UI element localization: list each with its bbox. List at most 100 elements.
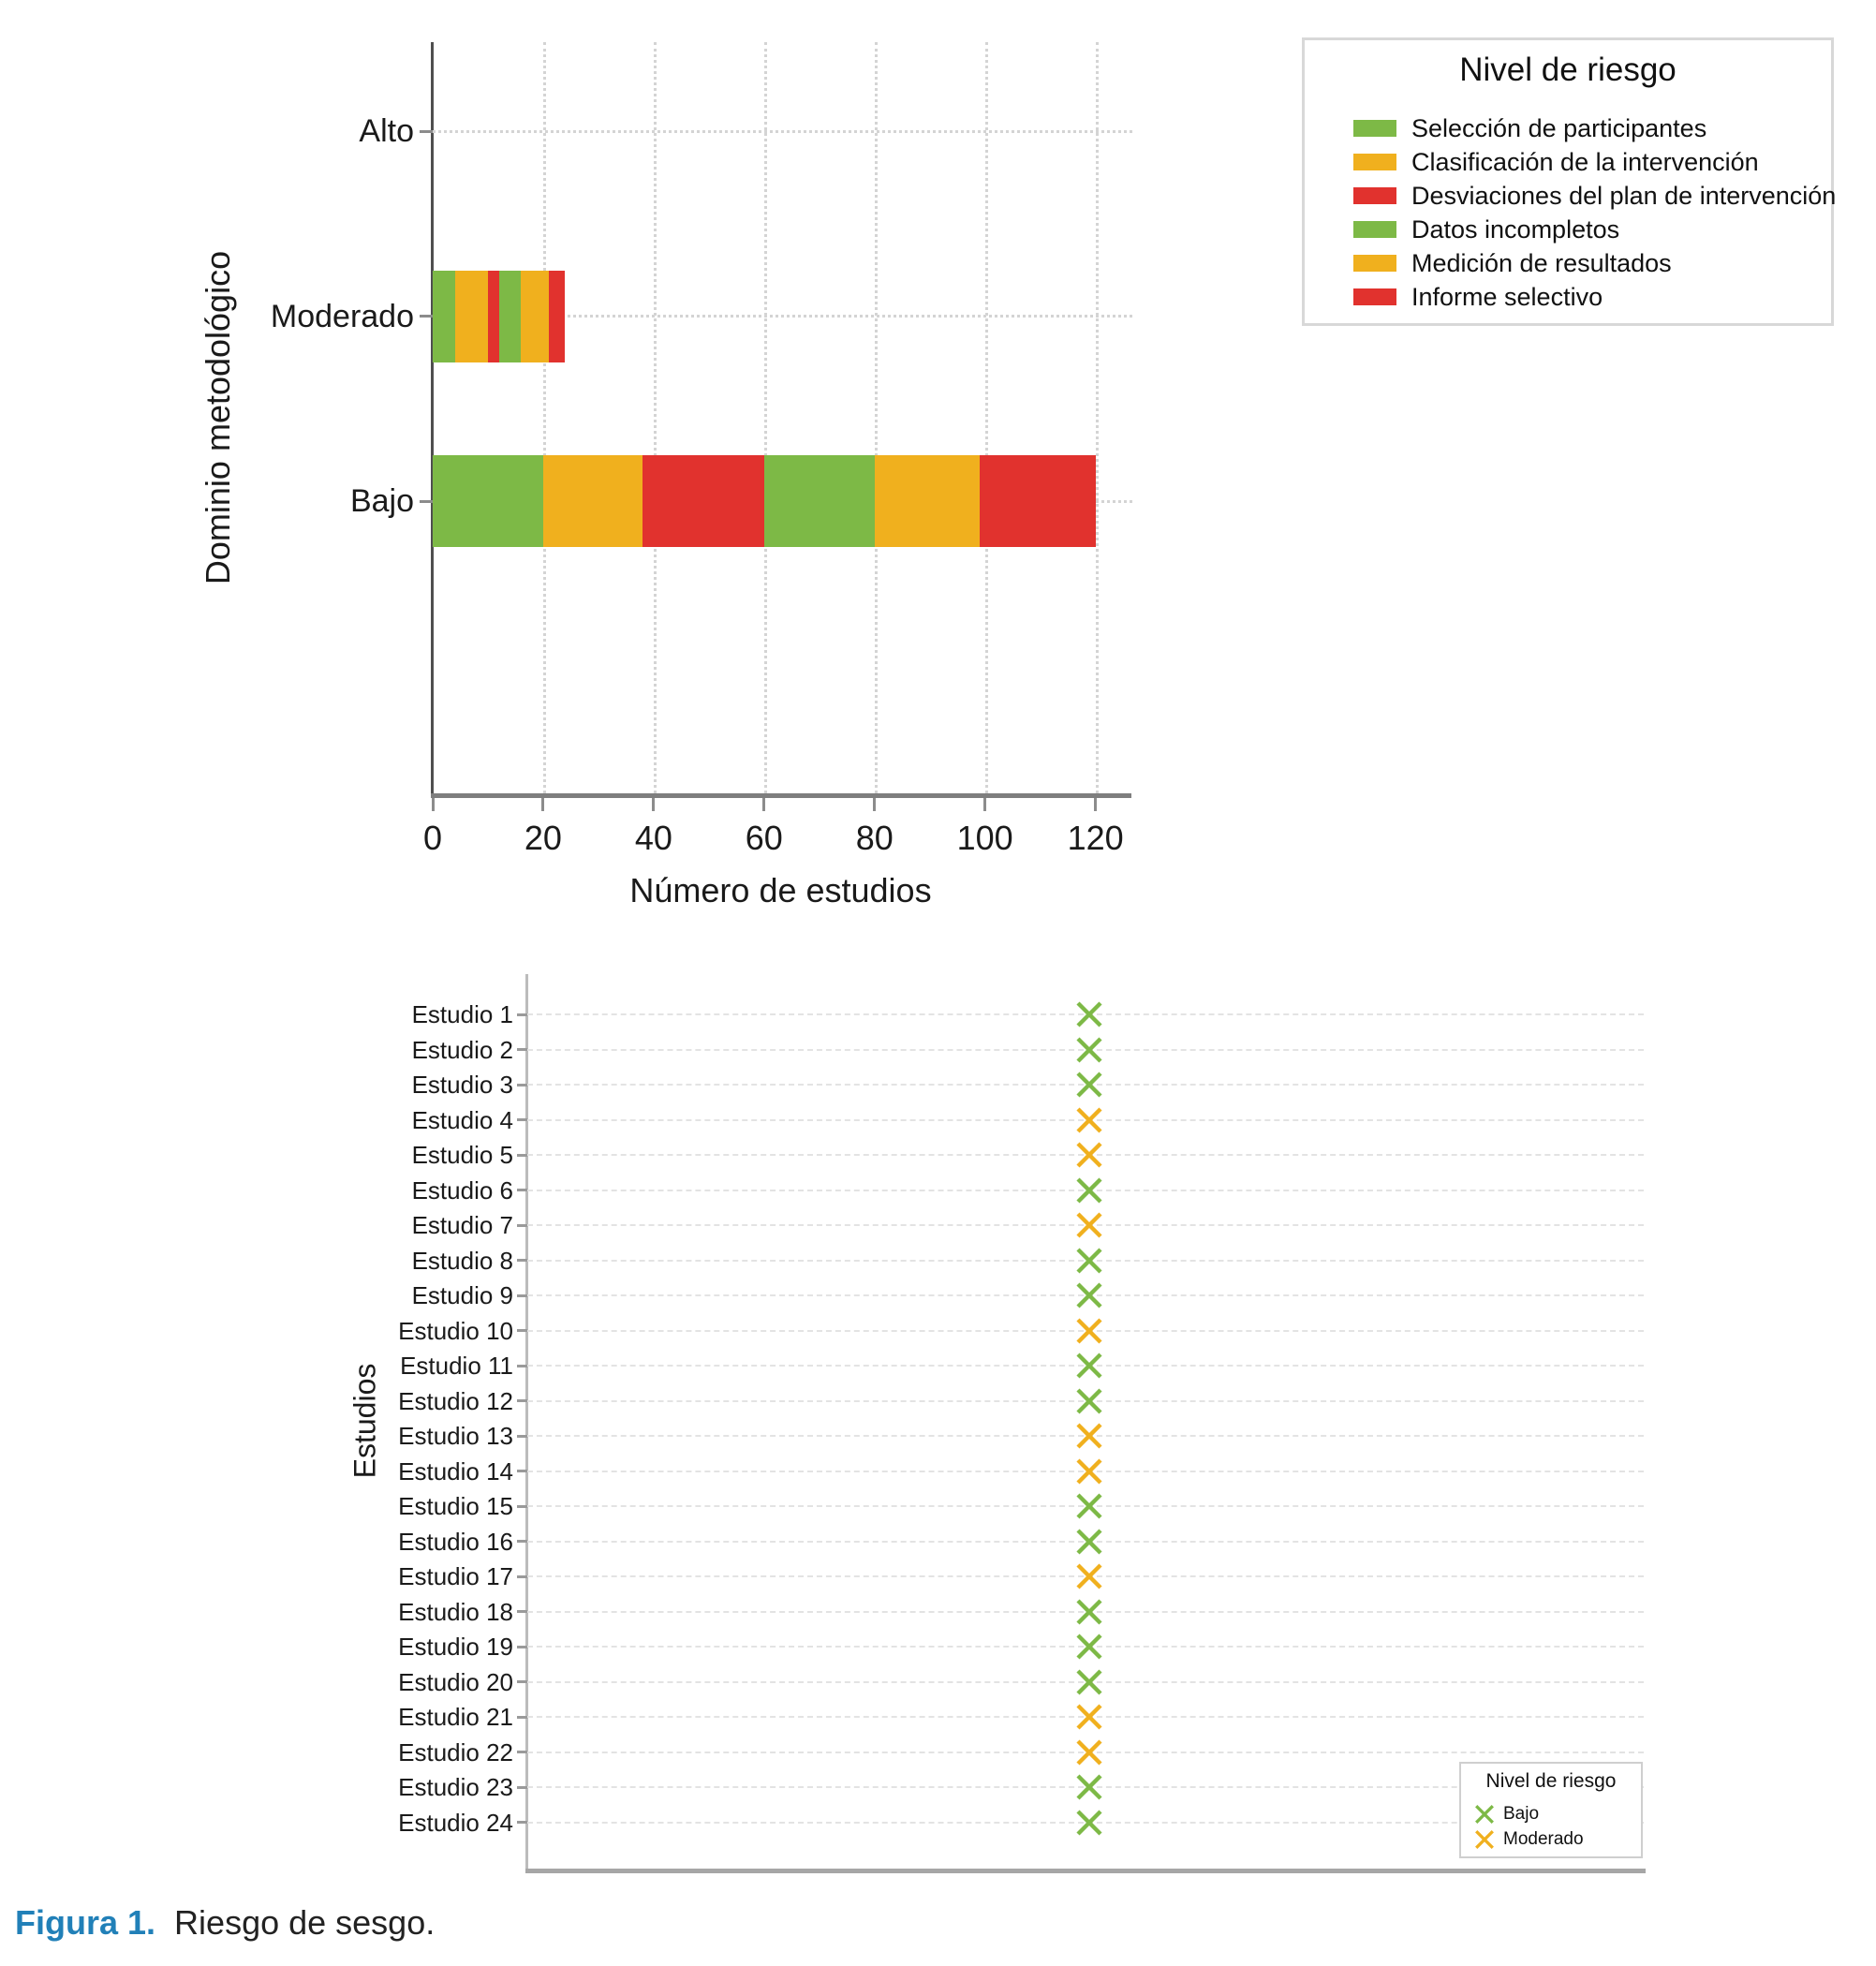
legend-item-label: Medición de resultados — [1411, 248, 1672, 277]
x-gridline — [984, 42, 988, 793]
x-marker-glyph — [1076, 1142, 1102, 1168]
y-axis-tick — [517, 1680, 527, 1683]
y-axis-tick — [517, 1470, 527, 1472]
y-axis-tick — [517, 1434, 527, 1438]
x-marker-icon — [1075, 1211, 1103, 1239]
study-label: Estudio 7 — [411, 1211, 513, 1239]
legend-item: Informe selectivo — [1353, 280, 1822, 314]
study-gridline — [527, 1118, 1644, 1121]
study-label: Estudio 3 — [411, 1071, 513, 1099]
x-marker-glyph — [1076, 1774, 1102, 1800]
legend-title: Nivel de riesgo — [1459, 52, 1677, 88]
study-gridline — [527, 1329, 1644, 1332]
x-tick-label: 0 — [422, 819, 443, 857]
y-axis-tick — [517, 1083, 527, 1086]
study-risk-scatter-plot: Estudio 1 Estudio 2 Estudio 3 Estudio 4 Estu… — [398, 974, 1646, 1873]
y-axis-tick — [517, 1259, 527, 1262]
figure-caption: Figura 1. Riesgo de sesgo. — [15, 1903, 435, 1943]
y-axis-tick — [517, 1118, 527, 1121]
study-label: Estudio 20 — [398, 1667, 513, 1696]
study-label: Estudio 6 — [411, 1175, 513, 1205]
x-marker-icon — [1075, 1000, 1103, 1028]
x-tick-label: 80 — [855, 819, 894, 857]
domain-bar-chart-plot: 0 20 40 60 80 100 120 Alto Moderado Bajo — [271, 42, 1132, 857]
study-gridline — [527, 1470, 1644, 1472]
bar-segment — [763, 455, 875, 547]
x-marker-glyph — [1076, 1704, 1102, 1730]
stacked-bar — [433, 270, 566, 362]
x-axis-tick — [652, 798, 656, 811]
x-marker-glyph — [1076, 1106, 1102, 1133]
bar-segment — [498, 270, 522, 362]
study-label: Estudio 2 — [411, 1035, 513, 1064]
x-marker-icon — [1075, 1071, 1103, 1099]
study-gridline — [527, 1540, 1644, 1543]
x-marker-icon — [1075, 1036, 1103, 1064]
x-marker-glyph — [1076, 1001, 1102, 1027]
x-marker-icon — [1075, 1317, 1103, 1345]
category-label: Moderado — [270, 298, 414, 334]
x-axis-spine — [431, 793, 1131, 798]
study-gridline — [527, 1435, 1644, 1437]
x-axis: 0 20 40 60 80 100 120 — [423, 798, 1129, 873]
legend-swatch — [1353, 154, 1396, 170]
study-label: Estudio 5 — [411, 1141, 513, 1169]
y-axis-spine — [431, 42, 434, 795]
legend-title: Nivel de riesgo — [1485, 1770, 1617, 1792]
y-axis-tick — [517, 1153, 527, 1157]
x-marker-glyph — [1076, 1317, 1102, 1344]
x-gridline — [542, 42, 546, 793]
study-gridline — [527, 1821, 1644, 1824]
y-axis-tick — [517, 1048, 527, 1051]
legend-item-label: Desviaciones del plan de intervención — [1411, 181, 1837, 210]
y-axis-tick — [517, 1364, 527, 1367]
study-gridline — [527, 1154, 1644, 1156]
y-axis-tick — [517, 1504, 527, 1508]
y-axis-tick — [517, 1293, 527, 1297]
legend-swatch — [1353, 221, 1396, 238]
legend-item: Datos incompletos — [1353, 213, 1822, 246]
x-axis-tick — [1094, 798, 1098, 811]
legend-item: Selección de participantes — [1353, 111, 1822, 145]
category-label: Alto — [359, 113, 414, 149]
study-label: Estudio 8 — [411, 1246, 513, 1275]
legend-item-label: Clasificación de la intervención — [1411, 147, 1759, 176]
study-label: Estudio 13 — [398, 1422, 513, 1450]
study-gridline — [527, 1399, 1644, 1402]
study-label: Estudio 4 — [411, 1105, 513, 1134]
x-marker-glyph — [1076, 1528, 1102, 1555]
category-gridline — [433, 315, 1132, 318]
x-marker-icon — [1075, 1562, 1103, 1590]
x-marker-glyph — [1076, 1493, 1102, 1519]
x-marker-icon — [1075, 1703, 1103, 1731]
bar-segment — [874, 455, 980, 547]
x-marker-icon — [1075, 1492, 1103, 1520]
caption-label: Figura 1. — [15, 1903, 156, 1942]
x-marker-glyph — [1076, 1387, 1102, 1414]
y-axis-tick — [517, 1821, 527, 1824]
study-label: Estudio 14 — [398, 1456, 513, 1486]
legend-item: Medición de resultados — [1353, 246, 1822, 280]
y-axis-tick — [420, 129, 433, 133]
x-tick-label: 60 — [745, 819, 783, 857]
legend-swatch — [1353, 120, 1396, 137]
x-marker-icon — [1075, 1352, 1103, 1380]
study-label: Estudio 17 — [398, 1562, 513, 1590]
x-axis-title: Número de estudios — [629, 871, 932, 909]
bar-segment — [487, 270, 499, 362]
x-marker-icon — [1075, 1773, 1103, 1801]
y-axis-tick — [517, 1610, 527, 1613]
legend-swatch — [1353, 288, 1396, 305]
study-gridline — [527, 1505, 1644, 1507]
x-tick-label: 120 — [1067, 819, 1124, 857]
study-gridline — [527, 1224, 1644, 1226]
bar-segment — [433, 455, 543, 547]
study-label: Estudio 23 — [398, 1773, 513, 1801]
x-marker-glyph — [1076, 1353, 1102, 1379]
x-marker-icon — [1075, 1633, 1103, 1661]
x-axis-spine — [525, 1869, 1646, 1873]
study-label: Estudio 22 — [398, 1737, 513, 1766]
category-gridline — [433, 129, 1132, 133]
x-marker-icon — [1075, 1738, 1103, 1766]
legend-items: Bajo Moderado — [1474, 1801, 1635, 1852]
